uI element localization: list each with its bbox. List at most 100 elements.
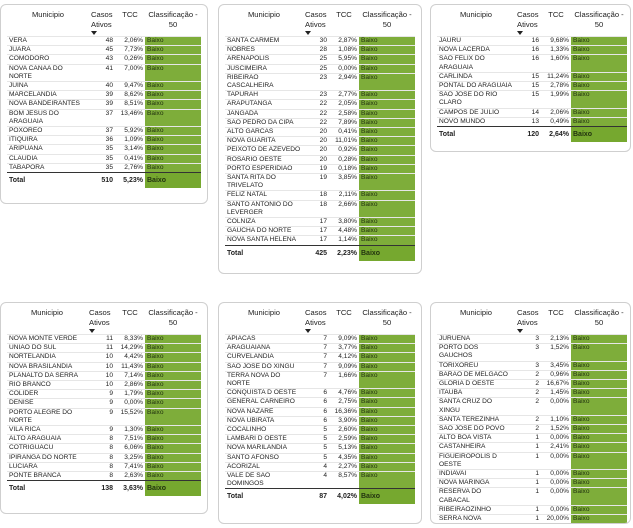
table-row[interactable]: SANTA CARMEM 30 2,87% Baixo [225, 35, 415, 46]
table-row[interactable]: RIBEIRAOZINHO 1 0,00% Baixo [437, 504, 627, 515]
column-header-classificacao[interactable]: Classificação - 50 [574, 10, 624, 29]
table-row[interactable]: RIBEIRAO CASCALHEIRA 23 2,94% Baixo [225, 72, 415, 91]
table-row[interactable]: JUINA 40 9,47% Baixo [7, 81, 201, 91]
table-row[interactable]: LAMBARI D OESTE 5 2,59% Baixo [225, 434, 415, 444]
column-header-casos-ativos[interactable]: Casos Ativos [89, 9, 115, 37]
table-row[interactable]: TAPURAH 23 2,77% Baixo [225, 90, 415, 100]
table-row[interactable]: NOBRES 28 1,08% Baixo [225, 45, 415, 55]
table-row[interactable]: NOVA MARILANDIA 5 5,13% Baixo [225, 443, 415, 454]
table-row[interactable]: ALTO BOA VISTA 1 0,00% Baixo [437, 433, 627, 443]
table-row[interactable]: SAO FELIX DO ARAGUAIA 16 1,60% Baixo [437, 54, 627, 73]
column-header-classificacao[interactable]: Classificação - 50 [362, 308, 412, 327]
column-header-classificacao[interactable]: Classificação - 50 [148, 10, 198, 29]
table-row[interactable]: SANTO ANTONIO DO LEVERGER 18 2,66% Baixo [225, 199, 415, 218]
table-row[interactable]: NOVA UBIRATA 6 3,90% Baixo [225, 415, 415, 426]
column-header-classificacao[interactable]: Classificação - 50 [148, 308, 198, 327]
column-header-municipio[interactable]: Municipio [459, 10, 493, 19]
table-row[interactable]: SERRA NOVA DOURADA120,00%Baixo [437, 514, 627, 523]
table-row[interactable]: NOVA BANDEIRANTES 39 8,51% Baixo [7, 99, 201, 110]
table-row[interactable]: GAUCHA DO NORTE 17 4,48% Baixo [225, 226, 415, 236]
table-row[interactable]: INDIAVAI 1 0,00% Baixo [437, 469, 627, 479]
column-header-tcc[interactable]: TCC [548, 308, 564, 317]
table-row[interactable]: ARAPUTANGA 22 2,05% Baixo [225, 99, 415, 110]
table-row[interactable]: UNIAO DO SUL 11 14,29% Baixo [7, 343, 201, 353]
column-header-municipio[interactable]: Municipio [30, 308, 64, 317]
table-row[interactable]: SANTA CRUZ DO XINGU 2 0,00% Baixo [437, 397, 627, 416]
table-row[interactable]: VILA RICA 9 1,30% Baixo [7, 425, 201, 435]
table-row[interactable]: JURUENA 3 2,13% Baixo [437, 333, 627, 344]
table-row[interactable]: NOVA MONTE VERDE 11 8,33% Baixo [7, 333, 201, 344]
table-row[interactable]: NOVA MARINGA 1 0,00% Baixo [437, 478, 627, 488]
column-header-casos-ativos[interactable]: Casos Ativos [303, 307, 329, 335]
table-row[interactable]: IPIRANGA DO NORTE 8 3,25% Baixo [7, 452, 201, 463]
table-row[interactable]: SAO JOSE DO RIO CLARO 15 1,99% Baixo [437, 90, 627, 109]
table-row[interactable]: CURVELANDIA 7 4,12% Baixo [225, 352, 415, 363]
table-row[interactable]: PONTE BRANCA 8 2,63% Baixo [7, 471, 201, 481]
table-row[interactable]: PONTAL DO ARAGUAIA 15 2,78% Baixo [437, 81, 627, 91]
column-header-classificacao[interactable]: Classificação - 50 [574, 308, 624, 327]
column-header-municipio[interactable]: Municipio [459, 308, 493, 317]
column-header-classificacao[interactable]: Classificação - 50 [362, 10, 412, 29]
table-row[interactable]: RESERVA DO CABACAL 1 0,00% Baixo [437, 487, 627, 506]
column-header-casos-ativos[interactable]: Casos Ativos [87, 307, 115, 335]
table-row[interactable]: GLORIA D OESTE 2 16,67% Baixo [437, 379, 627, 389]
column-header-municipio[interactable]: Municipio [247, 10, 281, 19]
table-row[interactable]: LUCIARA 8 7,41% Baixo [7, 461, 201, 472]
table-row[interactable]: PORTO DOS GAUCHOS 3 1,52% Baixo [437, 343, 627, 362]
table-row[interactable]: BARAO DE MELGACO 2 0,96% Baixo [437, 369, 627, 380]
table-row[interactable]: RIO BRANCO 10 2,86% Baixo [7, 380, 201, 390]
table-row[interactable]: SANTO AFONSO 5 4,35% Baixo [225, 452, 415, 463]
column-header-tcc[interactable]: TCC [122, 10, 138, 19]
table-row[interactable]: MARCELANDIA 39 8,62% Baixo [7, 90, 201, 100]
table-row[interactable]: NOVO MUNDO 13 0,49% Baixo [437, 116, 627, 127]
table-row[interactable]: SAO JOSE DO XINGU 7 9,09% Baixo [225, 361, 415, 372]
table-row[interactable]: SAO PEDRO DA CIPA 22 7,89% Baixo [225, 117, 415, 128]
table-row[interactable]: JUSCIMEIRA 25 0,00% Baixo [225, 63, 415, 74]
table-row[interactable]: ARIPUANA 35 3,14% Baixo [7, 144, 201, 155]
table-row[interactable]: PEIXOTO DE AZEVEDO 20 0,92% Baixo [225, 145, 415, 156]
column-header-tcc[interactable]: TCC [336, 308, 352, 317]
table-row[interactable]: COLNIZA 17 3,80% Baixo [225, 217, 415, 227]
table-row[interactable]: JAURU 16 9,68% Baixo [437, 35, 627, 46]
table-row[interactable]: FELIZ NATAL 18 2,11% Baixo [225, 190, 415, 201]
table-row[interactable]: SAO JOSE DO POVO 2 1,52% Baixo [437, 424, 627, 434]
table-row[interactable]: GENERAL CARNEIRO 6 2,75% Baixo [225, 397, 415, 408]
column-header-tcc[interactable]: TCC [548, 10, 564, 19]
table-row[interactable]: ITIQUIRA 36 1,09% Baixo [7, 135, 201, 145]
table-row[interactable]: COTRIGUACU 8 6,06% Baixo [7, 443, 201, 454]
table-row[interactable]: COLIDER 9 1,79% Baixo [7, 389, 201, 399]
table-row[interactable]: ARAGUAIANA 7 3,77% Baixo [225, 343, 415, 353]
table-row[interactable]: NOVA SANTA HELENA 17 1,14% Baixo [225, 235, 415, 246]
table-row[interactable]: NORTELANDIA 10 4,42% Baixo [7, 352, 201, 363]
table-row[interactable]: ITAUBA 2 1,45% Baixo [437, 388, 627, 398]
column-header-casos-ativos[interactable]: Casos Ativos [515, 9, 541, 37]
table-row[interactable]: CASTANHEIRA 1 2,41% Baixo [437, 442, 627, 453]
table-row[interactable]: TORIXOREU 3 3,45% Baixo [437, 360, 627, 371]
table-row[interactable]: ALTO ARAGUAIA 8 7,51% Baixo [7, 434, 201, 444]
table-row[interactable]: VALE DE SAO DOMINGOS 4 8,57% Baixo [225, 471, 415, 489]
table-row[interactable]: ROSARIO OESTE 20 0,28% Baixo [225, 154, 415, 165]
table-row[interactable]: COCALINHO 5 2,60% Baixo [225, 425, 415, 435]
table-row[interactable]: ACORIZAL 4 2,27% Baixo [225, 461, 415, 472]
table-row[interactable]: ARENAPOLIS 25 5,95% Baixo [225, 54, 415, 65]
table-row[interactable]: PORTO ALEGRE DO NORTE 9 15,52% Baixo [7, 407, 201, 426]
table-row[interactable]: APIACAS 7 9,09% Baixo [225, 333, 415, 344]
table-row[interactable]: NOVA NAZARE 6 16,36% Baixo [225, 406, 415, 417]
table-row[interactable]: JUARA 45 7,73% Baixo [7, 45, 201, 55]
table-row[interactable]: FIGUEIROPOLIS D OESTE 1 0,00% Baixo [437, 451, 627, 470]
table-row[interactable]: NOVA GUARITA 20 11,01% Baixo [225, 136, 415, 146]
column-header-tcc[interactable]: TCC [336, 10, 352, 19]
table-row[interactable]: TERRA NOVA DO NORTE 7 1,66% Baixo [225, 370, 415, 389]
column-header-municipio[interactable]: Municipio [247, 308, 281, 317]
column-header-casos-ativos[interactable]: Casos Ativos [303, 9, 329, 37]
column-header-tcc[interactable]: TCC [122, 308, 138, 317]
table-row[interactable]: POXOREO 37 5,92% Baixo [7, 126, 201, 136]
table-row[interactable]: VERA 48 2,06% Baixo [7, 35, 201, 46]
table-row[interactable]: SANTA TEREZINHA 2 1,10% Baixo [437, 414, 627, 425]
table-row[interactable]: PLANALTO DA SERRA 10 7,14% Baixo [7, 370, 201, 381]
table-row[interactable]: JANGADA 22 2,58% Baixo [225, 108, 415, 119]
table-row[interactable]: CAMPOS DE JULIO 14 2,06% Baixo [437, 107, 627, 118]
table-row[interactable]: SANTA RITA DO TRIVELATO 19 3,85% Baixo [225, 173, 415, 191]
table-row[interactable]: TABAPORA 35 2,76% Baixo [7, 162, 201, 173]
column-header-casos-ativos[interactable]: Casos Ativos [515, 307, 541, 335]
